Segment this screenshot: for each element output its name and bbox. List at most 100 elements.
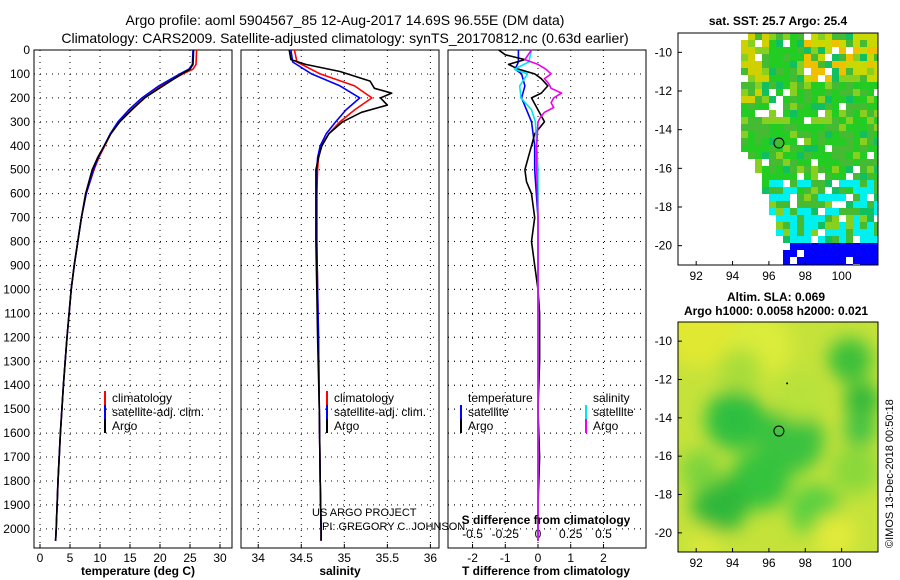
sst-cell (790, 124, 797, 131)
sst-cell (804, 40, 811, 47)
sst-cell (797, 47, 804, 54)
sst-cell (769, 54, 776, 61)
sst-cell (762, 166, 769, 173)
sst-cell (825, 89, 832, 96)
sst-cell (797, 89, 804, 96)
sst-cell (811, 110, 818, 117)
sst-cell (853, 124, 860, 131)
sst-cell (811, 180, 818, 187)
sst-cell (860, 54, 867, 61)
sst-cell (860, 103, 867, 110)
sst-cell (846, 159, 853, 166)
sst-cell (755, 47, 762, 54)
sst-cell (748, 54, 755, 61)
sst-cell (748, 145, 755, 152)
sst-cell (804, 257, 811, 264)
sst-cell (762, 124, 769, 131)
sla-blob (718, 348, 762, 392)
sst-cell (846, 243, 853, 250)
map-x-tick-label: 98 (799, 269, 813, 283)
depth-tick-label: 300 (10, 115, 30, 129)
map-x-tick-label: 98 (799, 556, 813, 570)
sst-cell (755, 166, 762, 173)
sst-cell (860, 75, 867, 82)
sst-cell (755, 89, 762, 96)
sst-cell (839, 75, 846, 82)
sst-cell (769, 33, 776, 40)
sst-cell (762, 33, 769, 40)
sst-cell (825, 82, 832, 89)
sst-cell (874, 145, 878, 152)
sst-cell (769, 187, 776, 194)
sst-cell (825, 61, 832, 68)
sst-cell (867, 208, 874, 215)
sst-cell (797, 194, 804, 201)
sst-cell (804, 243, 811, 250)
sst-cell (755, 124, 762, 131)
sst-cell (797, 215, 804, 222)
sst-cell (762, 131, 769, 138)
sst-cell (776, 47, 783, 54)
sst-cell (804, 201, 811, 208)
sst-cell (755, 138, 762, 145)
sst-cell (818, 131, 825, 138)
s-tick-label: 0.5 (595, 527, 612, 541)
sst-cell (860, 117, 867, 124)
sst-cell (832, 152, 839, 159)
sst-cell (860, 96, 867, 103)
sst-cell (832, 194, 839, 201)
sst-cell (783, 159, 790, 166)
legend-label-climatology: climatology (112, 391, 172, 405)
sst-cell (783, 103, 790, 110)
sst-cell (832, 187, 839, 194)
sst-cell (804, 75, 811, 82)
sst-cell (748, 96, 755, 103)
sst-cell (811, 75, 818, 82)
sst-cell (741, 82, 748, 89)
sst-cell (762, 89, 769, 96)
sst-cell (846, 180, 853, 187)
sst-cell (783, 47, 790, 54)
sst-cell (797, 117, 804, 124)
sst-cell (867, 103, 874, 110)
depth-tick-label: 200 (10, 91, 30, 105)
imos-credit: ©IMOS 13-Dec-2018 00:50:18 (884, 399, 896, 548)
sst-cell (839, 145, 846, 152)
sla-blob (774, 369, 826, 421)
sst-cell (874, 166, 878, 173)
sst-cell (790, 61, 797, 68)
sla-map-title: Altim. SLA: 0.069 (727, 290, 825, 304)
sst-cell (853, 194, 860, 201)
sst-cell (776, 222, 783, 229)
sst-cell (818, 257, 825, 264)
sst-cell (860, 180, 867, 187)
sst-cell (874, 257, 878, 264)
depth-tick-label: 500 (10, 163, 30, 177)
legend-label-satellite: satellite-adj. clim. (334, 405, 426, 419)
temperature-xlabel: temperature (deg C) (81, 564, 195, 578)
x-tick-label: -2 (467, 551, 478, 565)
sst-cell (839, 159, 846, 166)
sst-cell (797, 103, 804, 110)
sst-cell (839, 61, 846, 68)
sst-cell (748, 117, 755, 124)
sst-cell (776, 131, 783, 138)
sst-cell (832, 257, 839, 264)
depth-tick-label: 1700 (3, 450, 30, 464)
sst-cell (860, 124, 867, 131)
sst-cell (769, 117, 776, 124)
sst-cell (783, 138, 790, 145)
x-tick-label: 5 (67, 551, 74, 565)
sst-cell (790, 47, 797, 54)
sst-cell (790, 208, 797, 215)
sst-cell (825, 152, 832, 159)
sst-cell (846, 110, 853, 117)
sst-cell (755, 145, 762, 152)
sst-cell (839, 138, 846, 145)
sst-cell (741, 54, 748, 61)
sst-cell (790, 117, 797, 124)
s-tick-label: -0.25 (492, 527, 520, 541)
temperature-legend: climatology satellite-adj. clim. Argo (104, 391, 204, 433)
sst-cell (874, 54, 878, 61)
sst-cell (783, 208, 790, 215)
